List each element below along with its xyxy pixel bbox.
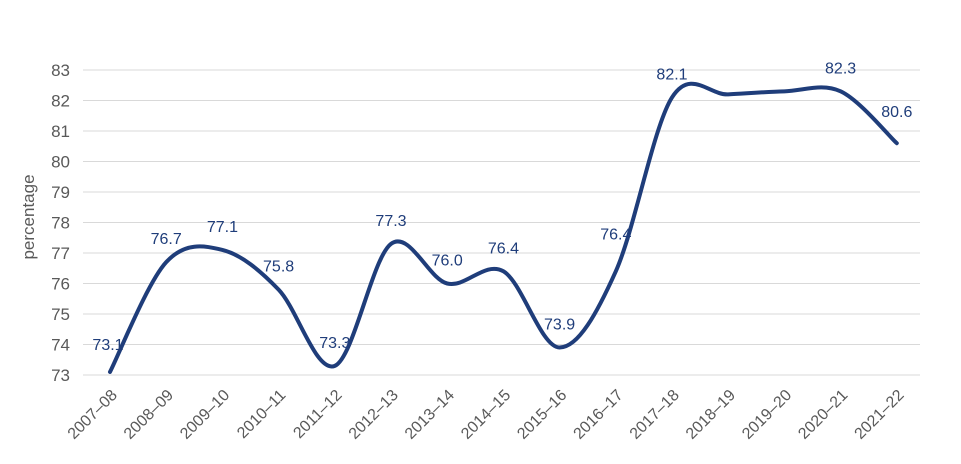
data-labels: 73.1 76.7 77.1 75.8 73.3 77.3 76.0 76.4 73.9 76.4…: [92, 60, 912, 354]
series-line: [108, 81, 899, 374]
x-tick-label: 2007–08: [65, 387, 121, 443]
y-tick-label: 75: [51, 305, 70, 324]
y-axis-ticks: 73 74 75 76 77 78 79 80 81 82 83: [51, 61, 70, 385]
data-label: 76.0: [432, 253, 463, 270]
y-tick-label: 79: [51, 183, 70, 202]
x-tick-label: 2012–13: [346, 387, 402, 443]
y-tick-label: 82: [51, 92, 70, 111]
gridlines: [83, 69, 920, 376]
x-tick-label: 2016–17: [571, 387, 627, 443]
data-label: 76.4: [600, 226, 631, 243]
y-tick-label: 76: [51, 275, 70, 294]
y-axis-label: percentage: [19, 174, 38, 259]
x-tick-label: 2008–09: [121, 387, 177, 443]
data-label: 77.1: [207, 219, 238, 236]
data-label: 82.1: [656, 66, 687, 83]
data-label: 82.3: [825, 60, 856, 77]
x-tick-label: 2018–19: [683, 387, 739, 443]
y-tick-label: 80: [51, 153, 70, 172]
y-tick-label: 78: [51, 214, 70, 233]
x-tick-label: 2010–11: [234, 387, 289, 442]
y-tick-label: 73: [51, 366, 70, 385]
x-tick-label: 2014–15: [458, 387, 514, 443]
data-label: 73.1: [92, 337, 123, 354]
data-label: 75.8: [263, 259, 294, 276]
x-tick-label: 2020–21: [795, 387, 851, 443]
data-label: 73.9: [544, 317, 575, 334]
x-tick-label: 2019–20: [739, 387, 795, 443]
data-label: 76.4: [488, 240, 519, 257]
data-label: 77.3: [375, 213, 406, 230]
x-tick-label: 2009–10: [177, 387, 233, 443]
y-tick-label: 77: [51, 244, 70, 263]
data-label: 73.3: [319, 335, 350, 352]
y-tick-label: 74: [51, 336, 70, 355]
x-axis-ticks: 2007–08 2008–09 2009–10 2010–11 2011–12 2012–…: [65, 387, 908, 443]
x-tick-label: 2011–12: [290, 387, 345, 442]
y-tick-label: 83: [51, 61, 70, 80]
y-tick-label: 81: [51, 122, 70, 141]
x-tick-label: 2013–14: [402, 387, 458, 443]
x-tick-label: 2017–18: [627, 387, 683, 443]
data-label: 80.6: [881, 104, 912, 121]
x-tick-label: 2021–22: [852, 387, 908, 443]
x-tick-label: 2015–16: [514, 387, 570, 443]
data-label: 76.7: [151, 231, 182, 248]
